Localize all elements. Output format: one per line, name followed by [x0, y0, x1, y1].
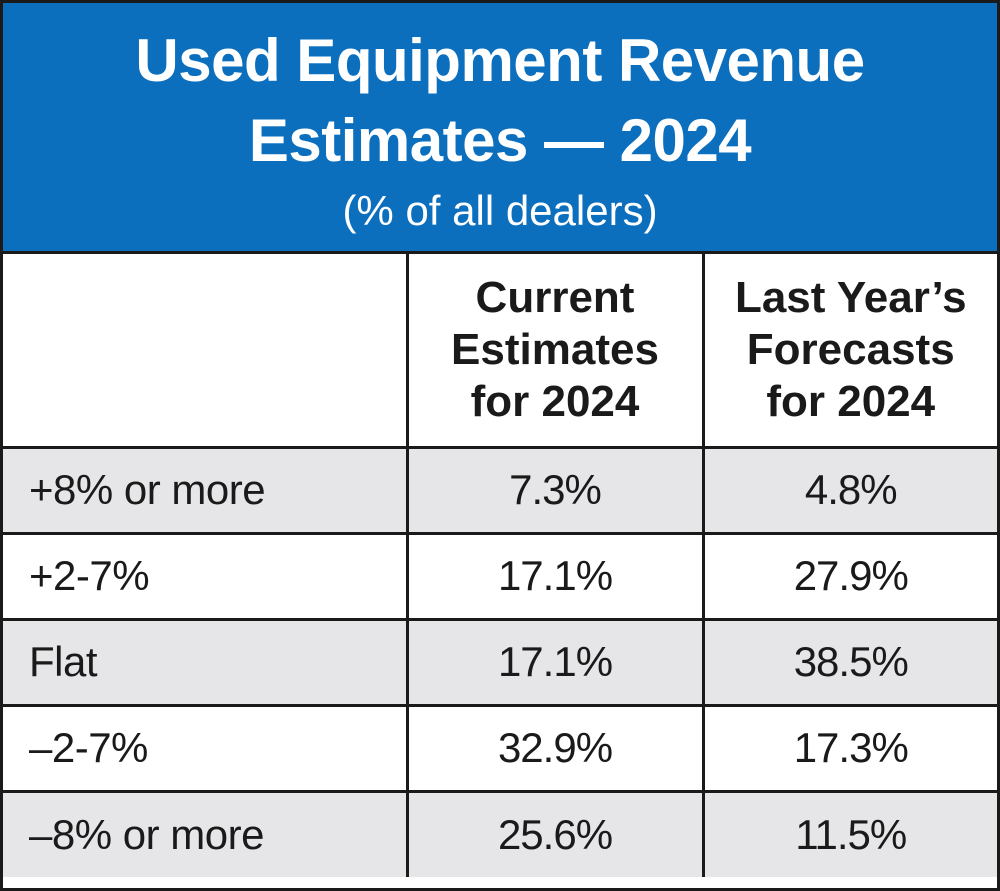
table-row: Flat 17.1% 38.5%: [3, 617, 997, 707]
cell-last-year: 38.5%: [701, 617, 997, 707]
chart-subtitle: (% of all dealers): [342, 187, 658, 234]
chart-title: Used Equipment Revenue Estimates — 2024: [3, 21, 997, 181]
column-header-current: Current Estimates for 2024: [405, 254, 705, 449]
cell-last-year: 11.5%: [701, 789, 997, 877]
column-header-current-line: Current: [475, 272, 635, 322]
cell-current: 17.1%: [405, 617, 705, 707]
table-header-blank: [3, 254, 409, 449]
row-label: +8% or more: [3, 445, 409, 535]
chart-title-line-1: Used Equipment Revenue: [135, 27, 865, 94]
cell-current: 7.3%: [405, 445, 705, 535]
table-row: –8% or more 25.6% 11.5%: [3, 789, 997, 877]
column-header-last-year-line: Forecasts: [746, 324, 955, 374]
cell-last-year: 4.8%: [701, 445, 997, 535]
column-header-current-line: for 2024: [470, 376, 640, 426]
cell-last-year: 27.9%: [701, 531, 997, 621]
column-header-last-year-line: for 2024: [766, 376, 936, 426]
column-header-last-year: Last Year’s Forecasts for 2024: [701, 254, 997, 449]
data-table: Current Estimates for 2024 Last Year’s F…: [3, 254, 997, 877]
table-row: +2-7% 17.1% 27.9%: [3, 531, 997, 621]
row-label: –2-7%: [3, 703, 409, 793]
cell-last-year: 17.3%: [701, 703, 997, 793]
cell-current: 17.1%: [405, 531, 705, 621]
chart-header: Used Equipment Revenue Estimates — 2024 …: [3, 3, 997, 254]
column-header-last-year-line: Last Year’s: [734, 272, 967, 322]
chart-title-line-2: Estimates — 2024: [248, 107, 752, 174]
column-header-current-line: Estimates: [451, 324, 659, 374]
row-label: Flat: [3, 617, 409, 707]
cell-current: 25.6%: [405, 789, 705, 877]
table-header-row: Current Estimates for 2024 Last Year’s F…: [3, 254, 997, 449]
table-row: +8% or more 7.3% 4.8%: [3, 445, 997, 535]
row-label: +2-7%: [3, 531, 409, 621]
cell-current: 32.9%: [405, 703, 705, 793]
table-row: –2-7% 32.9% 17.3%: [3, 703, 997, 793]
row-label: –8% or more: [3, 789, 409, 877]
